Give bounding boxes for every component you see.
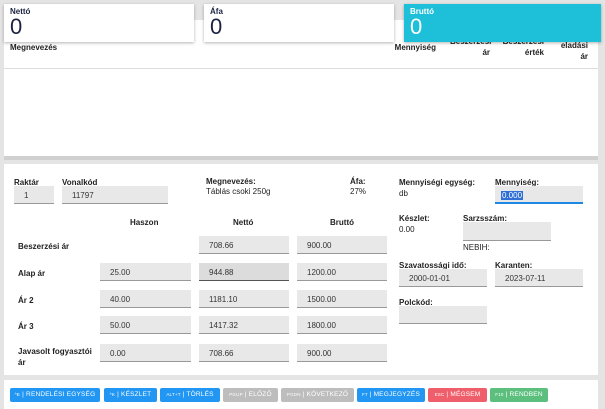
separator: |: [242, 391, 249, 398]
brutto-input[interactable]: 900.00: [297, 236, 387, 254]
rendel-si-egys-g-button[interactable]: ^E | RENDELÉSI EGYSÉG: [10, 388, 100, 402]
shortcut-key: PGDN: [286, 392, 301, 397]
netto-card: Nettó 0: [4, 4, 194, 42]
haszon-input[interactable]: 50.00: [100, 316, 191, 334]
separator: |: [300, 391, 307, 398]
netto-input[interactable]: 1417.32: [199, 316, 289, 334]
karanten-label: Karanten:: [495, 261, 533, 270]
price-row-label: Alap ár: [18, 269, 46, 278]
button-label: ELŐZŐ: [248, 391, 272, 398]
netto-value: 0: [10, 14, 23, 39]
col-haszon: Haszon: [130, 218, 159, 227]
col-netto: Nettó: [233, 218, 254, 227]
afa-form-label: Áfa:: [350, 177, 366, 186]
keszlet-label: Készlet:: [399, 214, 430, 223]
separator: |: [20, 391, 27, 398]
shortcut-key: ^E: [14, 392, 21, 397]
afa-card: Áfa 0: [204, 4, 394, 42]
brutto-input[interactable]: 1200.00: [297, 263, 387, 281]
mennyisegi-egyseg-value: db: [399, 189, 408, 198]
button-label: MÉGSEM: [450, 391, 481, 398]
brutto-card: Bruttó 0: [404, 4, 601, 42]
netto-input[interactable]: 708.66: [199, 344, 289, 362]
afa-form-value: 27%: [350, 187, 367, 196]
col-megnevezes[interactable]: Megnevezés: [10, 43, 58, 52]
button-label: TÖRLÉS: [186, 391, 214, 398]
haszon-input[interactable]: 0.00: [100, 344, 191, 362]
t-rl-s-button[interactable]: ALT+T | TÖRLÉS: [160, 388, 220, 402]
el-z--button[interactable]: PGUP | ELŐZŐ: [223, 388, 278, 402]
rendben-button[interactable]: F10 | RENDBEN: [490, 388, 548, 402]
k-vetkez--button[interactable]: PGDN | KÖVETKEZŐ: [281, 388, 354, 402]
separator: |: [503, 391, 510, 398]
raktar-label: Raktár: [14, 178, 39, 187]
col-mennyiseg[interactable]: Mennyiség: [394, 43, 436, 52]
afa-value: 0: [210, 14, 223, 39]
netto-input[interactable]: 708.66: [199, 236, 289, 254]
m-gsem-button[interactable]: ESC | MÉGSEM: [428, 388, 487, 402]
haszon-input[interactable]: 40.00: [100, 290, 191, 308]
mennyiseg-input[interactable]: 0.000: [495, 186, 583, 204]
szavatossagi-input[interactable]: 2000-01-01: [399, 269, 487, 287]
button-label: KÖVETKEZŐ: [306, 391, 349, 398]
vonalkod-input[interactable]: 11797: [62, 186, 168, 204]
mennyiseg-label: Mennyiség:: [495, 178, 540, 187]
netto-label: Nettó: [10, 7, 31, 16]
price-row-label: Ár 2: [18, 296, 34, 305]
megnevezes-value: Táblás csoki 250g: [206, 187, 271, 196]
price-row-label: Beszerzési ár: [18, 242, 70, 251]
szavatossagi-label: Szavatossági idő:: [399, 261, 467, 270]
keszlet-value: 0.00: [399, 225, 415, 234]
button-label: RENDELÉSI EGYSÉG: [26, 391, 96, 398]
separator: |: [180, 391, 187, 398]
megnevezes-label: Megnevezés:: [206, 177, 256, 186]
brutto-value: 0: [410, 14, 423, 39]
shortcut-key: F7: [362, 392, 368, 397]
mennyiseg-value[interactable]: 0.000: [501, 191, 524, 200]
haszon-input[interactable]: 25.00: [100, 263, 191, 281]
col-brutto: Bruttó: [330, 218, 354, 227]
header-divider: [4, 68, 598, 69]
shortcut-key: F10: [495, 392, 504, 397]
col-eladasi-ar[interactable]: eladási ár: [560, 41, 588, 61]
separator: |: [115, 391, 122, 398]
brutto-input[interactable]: 1800.00: [297, 316, 387, 334]
vonalkod-label: Vonalkód: [62, 178, 98, 187]
brutto-input[interactable]: 900.00: [297, 344, 387, 362]
afa-label: Áfa: [210, 7, 223, 16]
items-table: Megnevezés Mennyiség Beszerzési ár Besze…: [4, 20, 598, 160]
netto-input[interactable]: 944.88: [199, 263, 289, 281]
separator: |: [367, 391, 374, 398]
button-label: RENDBEN: [509, 391, 543, 398]
button-label: MEGJEGYZÉS: [373, 391, 420, 398]
raktar-input[interactable]: 1: [14, 186, 54, 204]
karanten-input[interactable]: 2023-07-11: [495, 269, 583, 287]
brutto-label: Bruttó: [410, 7, 434, 16]
polckod-input[interactable]: [399, 306, 487, 324]
polckod-label: Polckód:: [399, 298, 433, 307]
nebih-label: NEBIH:: [463, 243, 490, 252]
shortcut-key: ALT+T: [166, 392, 181, 397]
sarzsszam-label: Sarzsszám:: [463, 214, 508, 223]
k-szlet-button[interactable]: ^K | KÉSZLET: [104, 388, 157, 402]
separator: |: [444, 391, 451, 398]
shortcut-key: PGUP: [229, 392, 243, 397]
price-row-label: Javasolt fogyasztói ár: [18, 347, 92, 367]
shortcut-key: ^K: [109, 392, 116, 397]
shortcut-key: ESC: [434, 392, 445, 397]
megjegyz-s-button[interactable]: F7 | MEGJEGYZÉS: [357, 388, 425, 402]
sarzsszam-input[interactable]: [463, 222, 551, 241]
button-label: KÉSZLET: [121, 391, 152, 398]
price-row-label: Ár 3: [18, 322, 34, 331]
netto-input[interactable]: 1181.10: [199, 290, 289, 308]
mennyisegi-egyseg-label: Mennyiségi egység:: [399, 178, 476, 187]
brutto-input[interactable]: 1500.00: [297, 290, 387, 308]
